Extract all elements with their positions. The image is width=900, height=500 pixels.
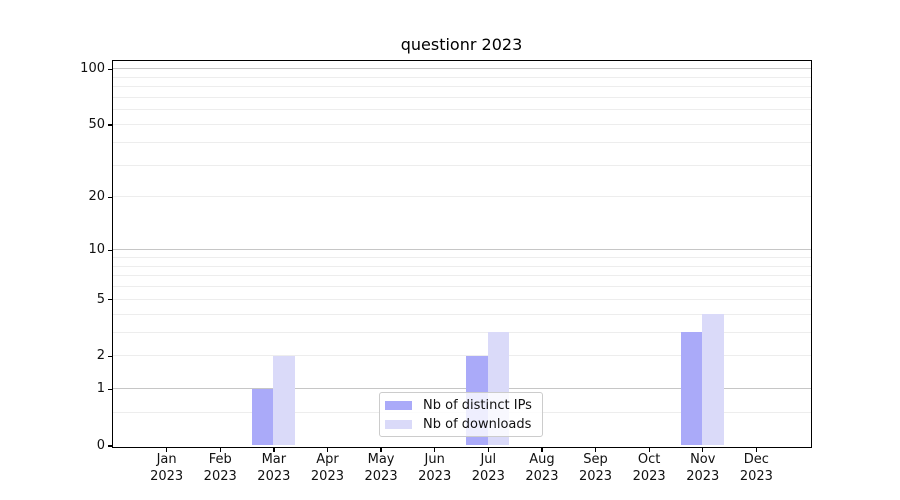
x-tick-label-jun: Jun 2023	[418, 452, 452, 484]
legend-swatch-nb-of-distinct-ips	[385, 401, 412, 410]
x-tick-label-dec: Dec 2023	[739, 452, 773, 484]
gridline-y-3	[112, 331, 811, 333]
y-tick-mark-2	[107, 355, 113, 357]
x-tick-mark-jul	[487, 447, 489, 452]
y-tick-mark-5	[107, 299, 113, 301]
legend-item-nb-of-downloads: Nb of downloads	[385, 415, 536, 434]
x-tick-label-sep: Sep 2023	[578, 452, 613, 484]
legend: Nb of distinct IPs Nb of downloads	[379, 392, 543, 437]
gridline-y-70	[112, 96, 811, 98]
x-tick-mark-nov	[702, 447, 704, 452]
x-tick-mark-dec	[755, 447, 758, 452]
bar-nb-of-distinct-ips-nov	[680, 332, 703, 446]
y-tick-label-100: 100	[80, 61, 105, 77]
gridline-y-8	[112, 265, 811, 267]
gridline-y-7	[112, 275, 811, 277]
y-tick-mark-1	[107, 388, 113, 391]
x-tick-mark-jan	[166, 447, 168, 452]
y-tick-label-5: 5	[96, 291, 105, 307]
y-tick-mark-0	[107, 445, 113, 447]
x-tick-mark-oct	[648, 447, 650, 452]
x-tick-mark-may	[380, 447, 382, 452]
gridline-y-50	[112, 123, 811, 125]
chart-title: questionr 2023	[400, 35, 523, 54]
x-tick-mark-feb	[219, 447, 221, 452]
x-tick-label-nov: Nov 2023	[686, 452, 720, 484]
x-tick-label-aug: Aug 2023	[525, 452, 559, 484]
y-tick-mark-50	[107, 124, 113, 126]
gridline-y-1	[112, 388, 811, 390]
gridline-y-30	[112, 164, 811, 166]
gridline-y-40	[112, 141, 811, 143]
gridline-y-4	[112, 313, 811, 315]
x-tick-label-may: May 2023	[364, 452, 398, 484]
y-tick-mark-100	[107, 68, 113, 70]
gridline-y-100	[112, 68, 811, 70]
gridline-y-80	[112, 86, 811, 88]
gridline-y-60	[112, 109, 811, 111]
gridline-y-9	[112, 257, 811, 258]
y-tick-label-50: 50	[88, 116, 105, 132]
x-tick-mark-jun	[434, 447, 436, 452]
x-tick-mark-apr	[326, 447, 329, 452]
gridline-y-20	[112, 196, 811, 198]
legend-label-nb-of-downloads: Nb of downloads	[423, 417, 532, 432]
x-tick-label-oct: Oct 2023	[632, 452, 666, 484]
x-tick-label-jan: Jan 2023	[150, 452, 184, 484]
x-tick-label-apr: Apr 2023	[310, 452, 344, 484]
bar-nb-of-distinct-ips-mar	[251, 388, 274, 446]
x-tick-label-mar: Mar 2023	[257, 452, 291, 484]
gridline-y-10	[112, 249, 811, 251]
y-tick-label-0: 0	[96, 438, 105, 453]
x-tick-mark-sep	[594, 447, 597, 452]
gridline-y-90	[112, 76, 811, 78]
gridline-y-5	[112, 298, 811, 300]
x-tick-label-feb: Feb 2023	[203, 452, 237, 484]
gridline-y-6	[112, 286, 811, 288]
x-tick-mark-mar	[273, 447, 275, 452]
x-tick-mark-aug	[541, 447, 543, 452]
y-tick-label-20: 20	[88, 189, 105, 205]
y-tick-label-2: 2	[96, 348, 105, 364]
y-tick-label-1: 1	[96, 381, 105, 397]
bar-nb-of-downloads-mar	[273, 355, 295, 446]
y-tick-mark-10	[107, 249, 113, 251]
plot-area	[111, 59, 812, 448]
y-tick-label-10: 10	[88, 242, 105, 258]
x-tick-label-jul: Jul 2023	[471, 452, 505, 484]
bar-nb-of-downloads-nov	[702, 314, 724, 446]
legend-swatch-nb-of-downloads	[385, 420, 412, 429]
gridline-y-2	[112, 355, 811, 357]
y-tick-mark-20	[107, 196, 113, 199]
legend-item-nb-of-distinct-ips: Nb of distinct IPs	[385, 396, 536, 415]
legend-label-nb-of-distinct-ips: Nb of distinct IPs	[423, 398, 532, 413]
